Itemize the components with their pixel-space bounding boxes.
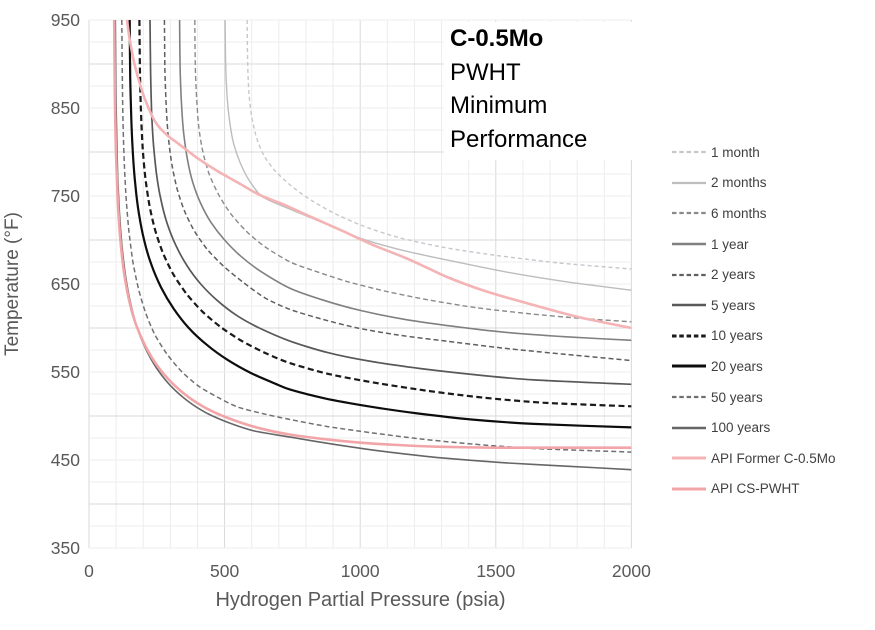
legend-label: 6 months xyxy=(711,205,767,221)
legend-label: 2 years xyxy=(711,267,756,283)
title-line-pwht: PWHT xyxy=(450,58,521,86)
x-tick-label: 0 xyxy=(84,561,94,581)
legend-label: 1 year xyxy=(711,236,749,252)
y-tick-label: 850 xyxy=(51,98,80,118)
legend-item-6-months: 6 months xyxy=(672,198,836,229)
y-axis-title: Temperature (°F) xyxy=(2,212,23,356)
y-tick-label: 950 xyxy=(51,10,80,30)
legend-item-100-years: 100 years xyxy=(672,412,836,443)
chart-title-box: C-0.5Mo PWHT Minimum Performance xyxy=(444,22,640,160)
legend-label: 20 years xyxy=(711,358,763,374)
legend-item-api-cs-pwht: API CS-PWHT xyxy=(672,474,836,505)
legend-item-10-years: 10 years xyxy=(672,321,836,352)
y-tick-label: 550 xyxy=(51,362,80,382)
curve-10-years xyxy=(138,20,632,408)
x-tick-label: 1500 xyxy=(476,561,515,581)
legend-line-swatch xyxy=(672,304,706,307)
legend-line-swatch xyxy=(672,426,706,429)
y-tick-label: 350 xyxy=(51,538,80,558)
legend-line-swatch xyxy=(672,151,706,154)
legend-item-api-former: API Former C-0.5Mo xyxy=(672,443,836,474)
curve-1-month xyxy=(246,20,632,270)
curve-5-years xyxy=(149,20,632,386)
legend-line-swatch xyxy=(672,212,706,215)
title-line-material: C-0.5Mo xyxy=(450,25,544,52)
x-tick-label: 2000 xyxy=(612,561,651,581)
curve-1-year xyxy=(178,20,632,342)
title-line-minimum: Minimum xyxy=(450,92,548,119)
legend-label: 1 month xyxy=(711,144,760,160)
y-tick-label: 650 xyxy=(51,274,80,294)
x-axis-title: Hydrogen Partial Pressure (psia) xyxy=(215,589,506,611)
curve-2-months xyxy=(224,20,632,291)
legend-line-swatch xyxy=(672,181,706,184)
legend-item-50-years: 50 years xyxy=(672,382,836,413)
legend-line-swatch xyxy=(672,364,706,368)
legend-label: API CS-PWHT xyxy=(711,481,800,497)
legend-item-5-years: 5 years xyxy=(672,290,836,321)
curve-20-years xyxy=(128,20,632,429)
curve-api-cs-pwht xyxy=(112,20,632,450)
legend-line-swatch xyxy=(672,395,706,399)
legend-label: 100 years xyxy=(711,420,771,436)
legend-line-swatch xyxy=(672,242,706,246)
curve-2-years xyxy=(163,20,632,362)
x-tick-label: 1000 xyxy=(341,561,380,581)
legend-line-swatch xyxy=(672,487,706,491)
legend-item-20-years: 20 years xyxy=(672,351,836,382)
legend-line-swatch xyxy=(672,334,706,338)
legend-line-swatch xyxy=(672,456,706,460)
legend-item-1-year: 1 year xyxy=(672,229,836,260)
legend-label: 2 months xyxy=(711,175,767,191)
legend-label: 5 years xyxy=(711,297,756,313)
legend-label: API Former C-0.5Mo xyxy=(711,450,836,466)
y-tick-label: 750 xyxy=(51,186,80,206)
legend-item-1-month: 1 month xyxy=(672,137,836,168)
legend-line-swatch xyxy=(672,273,706,276)
y-tick-label: 450 xyxy=(51,450,80,470)
legend-label: 50 years xyxy=(711,389,763,405)
legend-item-2-years: 2 years xyxy=(672,259,836,290)
legend-item-2-months: 2 months xyxy=(672,168,836,199)
curve-6-months xyxy=(194,20,632,323)
legend-label: 10 years xyxy=(711,328,763,344)
x-tick-label: 500 xyxy=(210,561,239,581)
legend: 1 month 2 months 6 months 1 year 2 years 5 ye… xyxy=(672,137,836,504)
curve-50-years xyxy=(121,20,632,453)
curve-api-former xyxy=(125,20,632,330)
title-line-performance: Performance xyxy=(450,125,588,153)
